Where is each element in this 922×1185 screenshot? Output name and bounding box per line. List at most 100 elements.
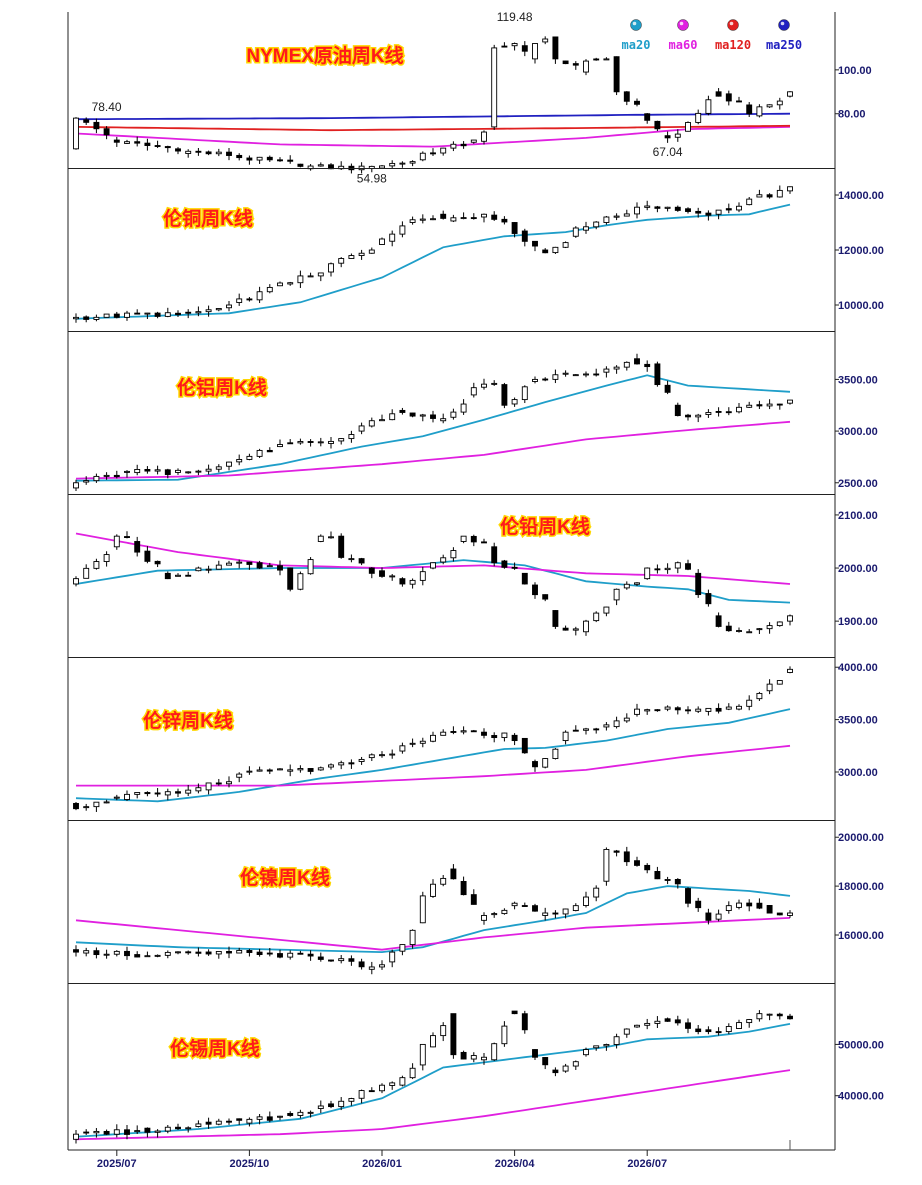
candle — [613, 213, 620, 221]
candle — [572, 61, 579, 70]
candle-body — [623, 361, 630, 368]
candle-body — [664, 206, 671, 209]
candle — [358, 162, 365, 174]
candle — [195, 306, 202, 317]
candle — [246, 1117, 253, 1127]
candle-body — [287, 159, 294, 162]
candle — [297, 438, 304, 445]
candle — [266, 284, 273, 294]
candle-body — [572, 628, 579, 631]
candle-body — [103, 1130, 110, 1135]
y-tick-label: 40000.00 — [838, 1091, 884, 1103]
candle-body — [603, 368, 610, 373]
candle — [154, 1129, 161, 1138]
candle-body — [215, 151, 222, 155]
candle-body — [205, 151, 212, 155]
candle — [511, 901, 518, 910]
candle — [440, 554, 447, 565]
candle — [481, 1053, 487, 1065]
candle — [103, 949, 110, 959]
candle — [113, 136, 120, 147]
candle-body — [736, 100, 742, 103]
candle-body — [124, 950, 130, 957]
candle-body — [532, 584, 538, 596]
candle-body — [215, 951, 222, 955]
candle-body — [338, 535, 345, 558]
candle — [368, 567, 375, 579]
legend-marker — [778, 19, 790, 31]
candle-body — [368, 1090, 375, 1093]
candle-body — [389, 413, 396, 421]
panel-title: 伦铜周K线 — [163, 207, 253, 230]
candle-body — [787, 186, 793, 192]
candle — [215, 778, 222, 786]
candle-body — [725, 208, 732, 211]
candle-body — [460, 1051, 467, 1060]
candle — [746, 1018, 753, 1028]
candle-body — [623, 91, 630, 102]
candle-body — [226, 461, 232, 467]
candle — [654, 1016, 661, 1028]
candle — [83, 315, 90, 323]
candle — [685, 413, 691, 421]
candle-body — [419, 740, 426, 744]
candle-body — [215, 564, 222, 570]
candle-body — [440, 147, 447, 154]
y-tick-label: 20000.00 — [838, 832, 884, 844]
candle-body — [572, 1061, 579, 1067]
candle-body — [736, 205, 742, 211]
candle — [685, 1018, 691, 1034]
candle — [481, 130, 487, 145]
y-tick-label: 2000.00 — [838, 563, 878, 575]
candle-body — [266, 769, 273, 772]
candle-body — [419, 414, 426, 417]
candle-body — [409, 412, 416, 417]
candle — [634, 582, 640, 586]
candle-body — [124, 793, 130, 800]
candle-body — [379, 570, 385, 577]
candle — [440, 210, 447, 220]
candle — [787, 666, 793, 674]
candle-body — [470, 217, 477, 220]
candle — [124, 310, 130, 321]
candle-body — [705, 593, 712, 605]
candle — [338, 1097, 345, 1111]
candle-body — [634, 358, 640, 365]
candle — [164, 1125, 171, 1134]
candle — [664, 1017, 671, 1022]
candle-body — [185, 574, 192, 577]
candle — [195, 566, 202, 572]
candle — [511, 42, 518, 51]
candle — [389, 409, 396, 421]
candle-body — [113, 139, 120, 143]
candle — [246, 561, 253, 570]
candle-body — [134, 141, 141, 144]
candle — [297, 571, 304, 591]
candle-body — [787, 668, 793, 673]
candle-body — [572, 63, 579, 66]
candle — [338, 760, 345, 770]
candle — [460, 212, 467, 220]
candle-body — [419, 1043, 426, 1066]
candle-body — [583, 1049, 589, 1056]
candle — [623, 209, 630, 217]
candle-body — [205, 468, 212, 472]
candle — [470, 213, 477, 220]
candle — [409, 216, 416, 225]
candle — [124, 139, 130, 145]
candle — [766, 193, 773, 199]
candle — [368, 753, 375, 762]
candle — [542, 758, 549, 769]
candle-body — [164, 312, 171, 317]
candle-body — [358, 1090, 365, 1099]
candle-body — [185, 150, 192, 154]
candle-body — [317, 272, 324, 277]
candle — [491, 1042, 498, 1062]
candle-body — [83, 567, 90, 579]
legend-item-ma60: ma60 — [669, 19, 697, 52]
candle-body — [226, 304, 232, 309]
legend-marker — [727, 19, 739, 31]
y-tick-label: 3000.00 — [838, 426, 878, 438]
candle — [511, 1010, 518, 1015]
candle — [73, 1129, 79, 1144]
